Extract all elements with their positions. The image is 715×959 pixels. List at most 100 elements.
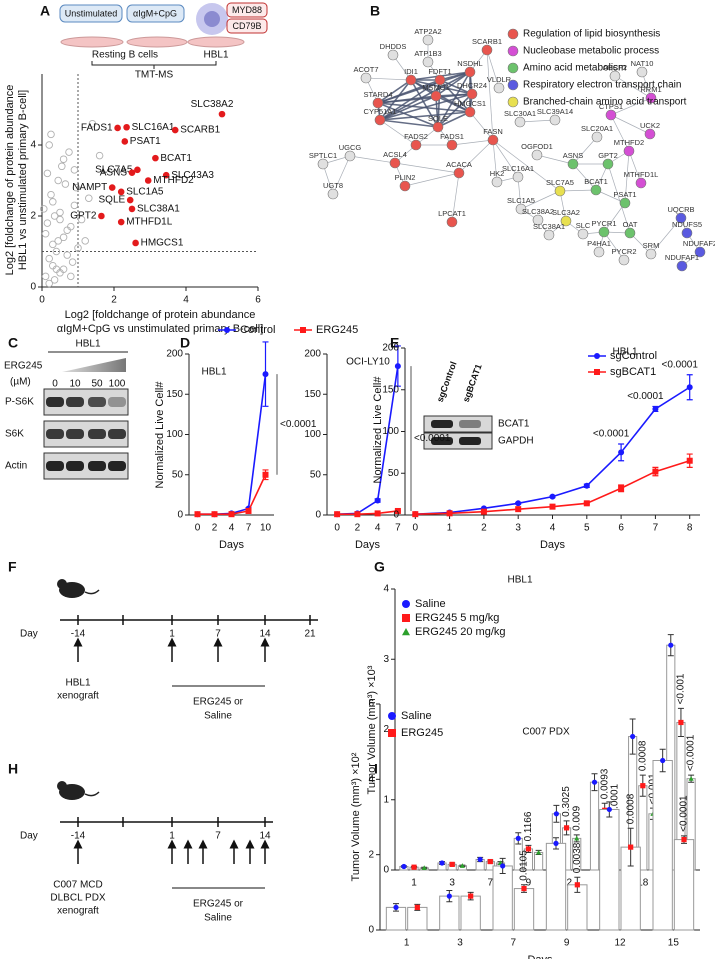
chart-title: C007 PDX: [522, 727, 570, 738]
marker: [515, 835, 521, 841]
marker: [421, 865, 427, 870]
node-label: NSDHL: [457, 59, 482, 68]
network-node: [675, 212, 687, 224]
data-point: [152, 154, 159, 162]
blot-title: HBL1: [75, 339, 100, 350]
marker: [536, 849, 542, 855]
point-label: PSAT1: [130, 136, 161, 147]
y-tick-label: 150: [382, 384, 399, 395]
y-axis-label: Tumor Volume (mm³) ×10³: [366, 665, 378, 794]
network-node: [543, 229, 555, 241]
network-node: [624, 227, 636, 239]
node-label: SPTLC1: [309, 151, 337, 160]
marker: [393, 904, 399, 911]
data-point: [43, 169, 52, 178]
node-label: SLC30A1: [504, 109, 536, 118]
model-label: xenograft: [57, 906, 99, 917]
marker: [594, 369, 600, 375]
legend-label: ERG245 5 mg/kg: [415, 612, 499, 624]
p-value-label: <0.0001: [609, 783, 620, 820]
condition-label: Unstimulated: [65, 8, 118, 18]
mutation-label: CD79B: [232, 21, 261, 31]
data-point: [47, 190, 55, 199]
legend-swatch: [507, 45, 519, 57]
y-tick-label: 0: [177, 510, 183, 521]
node-label: PYCR1: [591, 219, 616, 228]
marker: [515, 500, 522, 507]
y-tick-label: 0: [368, 925, 374, 936]
network-node: [532, 214, 544, 226]
marker: [606, 806, 612, 813]
data-point: [67, 272, 75, 281]
y-tick-label: 4: [383, 584, 389, 595]
schematic-a: Unstimulated αIgM+CpG MYD88 CD79B Restin…: [59, 2, 268, 81]
network-node: [560, 215, 572, 227]
dish: [60, 36, 124, 48]
legend-label: ERG245: [401, 727, 443, 739]
marker: [459, 863, 465, 868]
network-edge: [610, 114, 651, 135]
data-point: [132, 239, 139, 247]
marker: [401, 863, 407, 870]
marker: [652, 405, 659, 412]
unit-label: (µM): [10, 377, 31, 388]
network-node: [591, 131, 603, 143]
blot-band: [88, 429, 106, 439]
network-node: [602, 158, 614, 170]
x-axis-label: Log2 [foldchange of protein abundance: [65, 309, 256, 321]
x-tick-label: 2: [111, 295, 117, 306]
marker: [414, 904, 420, 910]
network-edge: [435, 71, 471, 97]
legend-swatch: [507, 79, 519, 91]
data-point: [162, 171, 170, 179]
node-label: ACSL4: [383, 150, 407, 159]
marker: [618, 449, 625, 456]
legend-label: Respiratory electron transport chain: [523, 80, 681, 91]
marker: [449, 861, 455, 867]
node-label: UGCG: [339, 143, 362, 152]
blot-band: [66, 397, 84, 407]
p-value-label: 0.009: [571, 805, 582, 830]
network-edge: [451, 139, 494, 146]
network-edge: [610, 114, 630, 152]
network-node: [387, 49, 399, 61]
network-node: [317, 158, 329, 170]
timeline-day: 14: [259, 629, 271, 640]
p-value-label: 0.1166: [523, 811, 534, 841]
network-edge: [379, 79, 412, 121]
network-edge: [607, 163, 631, 234]
y-tick-label: 150: [304, 389, 321, 400]
mouse-head: [57, 781, 67, 791]
data-point: [117, 218, 125, 226]
timeline-day: 1: [169, 831, 175, 842]
y-tick-label: 3: [383, 654, 389, 665]
network-edge: [492, 139, 519, 178]
marker: [245, 507, 252, 514]
x-tick-label: 0: [413, 523, 419, 534]
point-label: FADS1: [81, 123, 113, 134]
p-value-label: 0.0008: [625, 793, 636, 824]
network-node: [512, 171, 524, 183]
marker: [262, 471, 269, 478]
network-node: [567, 158, 579, 170]
node-label: ACOT7: [353, 65, 378, 74]
data-point: [65, 148, 73, 156]
x-tick-label: 8: [687, 523, 693, 534]
blot-band: [459, 420, 481, 428]
network-node: [466, 88, 478, 100]
x-tick-label: 0: [334, 523, 340, 534]
legend-label: Regulation of lipid biosynthesis: [523, 29, 660, 40]
legend-label: sgControl: [610, 350, 657, 362]
blot-band: [66, 429, 84, 439]
data-point: [56, 269, 64, 277]
y-axis-label: Tumor Volume (mm³) ×10²: [350, 752, 362, 881]
p-value-label: <0.0001: [661, 359, 698, 370]
network-edge: [379, 71, 471, 121]
y-axis-label: Normalized Live Cell#: [154, 381, 166, 489]
y-tick-label: 200: [382, 343, 399, 354]
p-value-label: 0.3025: [561, 786, 572, 817]
data-point: [40, 205, 48, 213]
data-point: [54, 237, 62, 245]
blot-row-label: BCAT1: [498, 419, 530, 430]
